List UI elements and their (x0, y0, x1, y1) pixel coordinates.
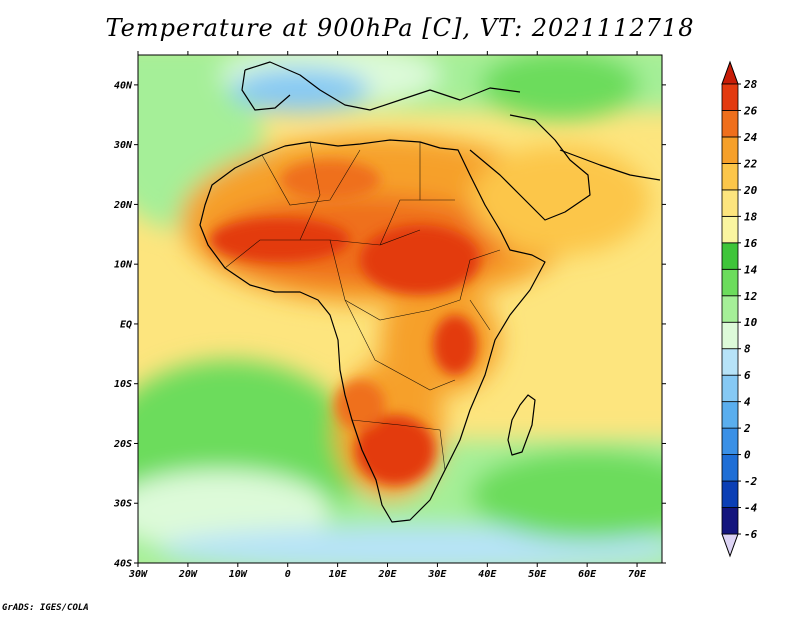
colorbar-label: 28 (743, 78, 758, 91)
colorbar-swatch (721, 163, 739, 191)
colorbar-swatch (721, 321, 739, 350)
lon-tick-label: 0 (285, 569, 291, 580)
lon-tick-label: 30E (427, 569, 447, 580)
lon-tick-label: 50E (528, 569, 547, 580)
colorbar-label: 26 (743, 104, 758, 117)
field-hot-core-kalahari (355, 415, 435, 485)
field-hot-core-central (360, 225, 480, 295)
lon-tick-label: 10E (329, 569, 348, 580)
colorbar-label: -4 (744, 502, 758, 515)
border-east (459, 249, 501, 301)
colorbar-label: 0 (744, 449, 751, 462)
border-south (351, 419, 446, 471)
europe-coastline (244, 61, 521, 111)
colorbar-label: 12 (744, 290, 758, 303)
borders (224, 141, 501, 471)
map-title: Temperature at 900hPa [C], VT: 202111271… (105, 14, 695, 42)
border-kenya (469, 299, 491, 331)
colorbar-swatch-highest (721, 60, 739, 85)
lat-tick-label: 40S (114, 559, 132, 570)
colorbar-swatch (721, 401, 739, 429)
lon-tick-label: 40E (478, 569, 497, 580)
colorbar-swatch (721, 427, 739, 455)
border-north-africa (261, 149, 361, 206)
colorbar-swatch (721, 268, 739, 297)
coastlines (199, 61, 661, 523)
colorbar-swatch (721, 374, 739, 403)
colorbar-swatch (721, 507, 739, 535)
iberia-coastline (241, 69, 291, 111)
colorbar-swatch (721, 242, 739, 270)
colorbar-label: 22 (743, 157, 758, 170)
lat-tick-label: 20S (113, 439, 132, 450)
colorbar-swatch (721, 348, 739, 376)
lon-tick-label: 20W (178, 569, 198, 580)
colorbar-swatch (721, 215, 739, 244)
field-hot-core-north (280, 160, 380, 200)
caspian-gulf-coastline (559, 149, 661, 181)
field-mid-east (480, 55, 640, 120)
field-europe-cold (230, 68, 370, 112)
madagascar-coastline (507, 394, 536, 456)
colorbar-label: 6 (744, 369, 751, 382)
lon-tick-label: 60E (578, 569, 597, 580)
colorbar-swatch-lowest (721, 533, 739, 558)
colorbar-label: 20 (743, 184, 758, 197)
colorbar-swatch (721, 189, 739, 217)
lat-tick-label: 10S (114, 379, 132, 390)
colorbar-label: 18 (744, 210, 758, 223)
colorbar-label: 2 (743, 422, 751, 435)
lat-tick-label: 30N (113, 140, 133, 151)
lat-tick-label: 30S (113, 499, 132, 510)
lon-tick-label: 70E (628, 569, 647, 580)
colorbar-label: 4 (744, 396, 751, 409)
border-central (329, 239, 461, 321)
colorbar-label: 10 (744, 316, 758, 329)
map-frame (137, 54, 663, 564)
lon-tick-label: 30W (128, 569, 148, 580)
border-congo (344, 299, 456, 391)
border-sudan (379, 199, 420, 246)
field-south-indian (470, 450, 662, 540)
lon-tick-label: 20E (377, 569, 397, 580)
colorbar-swatch (721, 480, 739, 508)
lat-tick-label: 20N (113, 200, 133, 211)
grads-credit: GrADS: IGES/COLA (2, 603, 89, 613)
colorbar-label: 14 (744, 263, 758, 276)
colorbar-label: 16 (744, 237, 758, 250)
colorbar-label: -6 (744, 528, 758, 541)
lat-tick-label: 10N (114, 260, 133, 271)
colorbar-label: 24 (743, 131, 758, 144)
border-sahara (299, 141, 321, 241)
colorbar-swatch (721, 454, 739, 482)
lon-tick-label: 10W (229, 569, 248, 580)
colorbar-label: 8 (744, 343, 751, 356)
colorbar-label: -2 (744, 475, 758, 488)
field-hot-core-lakes (433, 315, 477, 375)
field-hot-core-angola (335, 380, 385, 430)
colorbar-swatch (721, 110, 739, 138)
colorbar-swatch (721, 295, 739, 323)
lat-tick-label: EQ (120, 319, 132, 330)
colorbar-swatch (721, 83, 739, 111)
temperature-field (138, 55, 662, 563)
africa-coastline (199, 139, 546, 523)
arabia-coastline (469, 114, 591, 221)
colorbar-swatch (721, 136, 739, 164)
field-arabia-warm (470, 145, 650, 255)
lat-tick-label: 40N (114, 80, 133, 91)
